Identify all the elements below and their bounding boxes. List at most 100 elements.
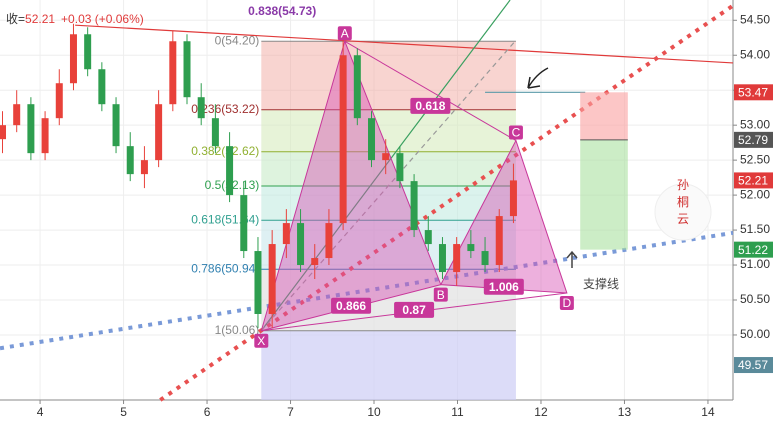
y-tick-label: 51.00 — [740, 257, 770, 271]
fib-band — [261, 330, 516, 400]
candle-body — [353, 55, 361, 119]
fib-label: 0(54.20) — [215, 33, 260, 47]
x-tick-label: 11 — [451, 405, 464, 419]
fib-label: 0.618(51.64) — [191, 212, 259, 226]
candle-body — [13, 104, 21, 126]
candle-body — [438, 244, 446, 273]
candle-body — [112, 104, 120, 147]
candle-body — [155, 104, 163, 161]
candle-body — [396, 153, 404, 182]
candle-body — [240, 195, 248, 252]
point-label: A — [341, 26, 349, 40]
candle-body — [311, 258, 319, 266]
y-tick-label: 53.00 — [740, 117, 770, 131]
price-label: 49.57 — [738, 358, 768, 372]
candle-body — [481, 251, 489, 266]
candle-body — [509, 180, 517, 217]
header-close: 52.21 — [25, 12, 55, 26]
candle-body — [254, 251, 262, 314]
price-label: 52.21 — [738, 174, 768, 188]
trend-line — [260, 40, 516, 332]
y-tick-label: 52.00 — [740, 187, 770, 201]
point-label: B — [437, 288, 445, 302]
fib-band — [261, 186, 516, 221]
fib-label: 0.382(52.62) — [191, 144, 259, 158]
ratio-label: 0.866 — [336, 299, 366, 313]
candle-body — [382, 153, 390, 161]
candle-body — [226, 146, 234, 196]
watermark-char: 桐 — [677, 195, 689, 209]
point-label-bg — [559, 296, 574, 311]
x-tick-label: 5 — [120, 405, 127, 419]
x-tick-label: 10 — [367, 405, 381, 419]
point-label: C — [512, 126, 521, 140]
target-zone — [580, 92, 628, 140]
point-label-bg — [254, 333, 269, 348]
ratio-label: 0.87 — [402, 303, 426, 317]
price-label: 51.22 — [738, 243, 768, 257]
ratio-bg — [410, 97, 451, 114]
watermark: 孙桐云 — [677, 178, 689, 226]
point-label-bg — [433, 287, 448, 302]
fib-band — [261, 269, 516, 331]
watermark-char: 云 — [677, 212, 689, 226]
candle-body — [368, 118, 376, 161]
watermark-char: 孙 — [677, 178, 689, 192]
candle-body — [297, 223, 305, 266]
header-change: +0.03 (+0.06%) — [61, 12, 144, 26]
price-label-bg — [734, 172, 773, 189]
fib-band — [261, 41, 516, 110]
price-label-bg — [734, 241, 773, 258]
ratio-bg — [331, 297, 372, 314]
y-tick-label: 50.50 — [740, 292, 770, 306]
candle-body — [41, 118, 49, 154]
trend-line — [0, 230, 734, 351]
annotation: 0.838(54.73) — [248, 4, 316, 18]
watermark-circle — [654, 183, 712, 241]
price-label: 52.79 — [738, 133, 768, 147]
candle-body — [268, 244, 276, 314]
price-label: 53.47 — [738, 85, 768, 99]
price-label-bg — [734, 131, 773, 148]
header-label: 收= — [6, 12, 25, 26]
candle-body — [410, 181, 418, 231]
candle-body — [453, 244, 461, 273]
ratio-label: 0.618 — [415, 99, 445, 113]
candle-body — [27, 104, 35, 154]
candle-body — [197, 97, 205, 119]
x-tick-label: 4 — [37, 405, 44, 419]
candle-body — [325, 223, 333, 259]
y-tick-label: 51.50 — [740, 222, 770, 236]
point-label: X — [257, 334, 265, 348]
candle-body — [69, 34, 77, 84]
fib-band — [261, 109, 516, 152]
stop-zone — [580, 139, 628, 250]
x-tick-label: 14 — [701, 405, 715, 419]
candle-body — [183, 41, 191, 98]
price-label-bg — [734, 357, 773, 374]
x-tick-label: 12 — [534, 405, 548, 419]
hand-mark — [527, 67, 549, 89]
candle-body — [84, 34, 92, 70]
x-tick-label: 7 — [287, 405, 294, 419]
price-label-bg — [734, 84, 773, 101]
support-label: 支撑线 — [583, 276, 619, 291]
ratio-bg — [394, 301, 435, 318]
trend-line — [75, 24, 734, 64]
candle-body — [55, 83, 63, 119]
candle-body — [140, 160, 148, 175]
ratio-label: 1.006 — [489, 280, 519, 294]
y-tick-label: 54.00 — [740, 47, 770, 61]
candle-body — [0, 125, 7, 140]
point-label-bg — [337, 26, 352, 41]
candle-body — [424, 230, 432, 245]
pattern-side — [344, 40, 517, 141]
header: 收=52.21 +0.03 (+0.06%) — [6, 12, 144, 26]
candle-body — [211, 118, 219, 147]
fib-label: 0.236(53.22) — [191, 102, 259, 116]
point-label-bg — [508, 125, 523, 140]
candle-body — [98, 69, 106, 105]
fib-label: 1(50.06) — [215, 323, 260, 337]
fib-label: 0.786(50.94) — [191, 261, 259, 275]
